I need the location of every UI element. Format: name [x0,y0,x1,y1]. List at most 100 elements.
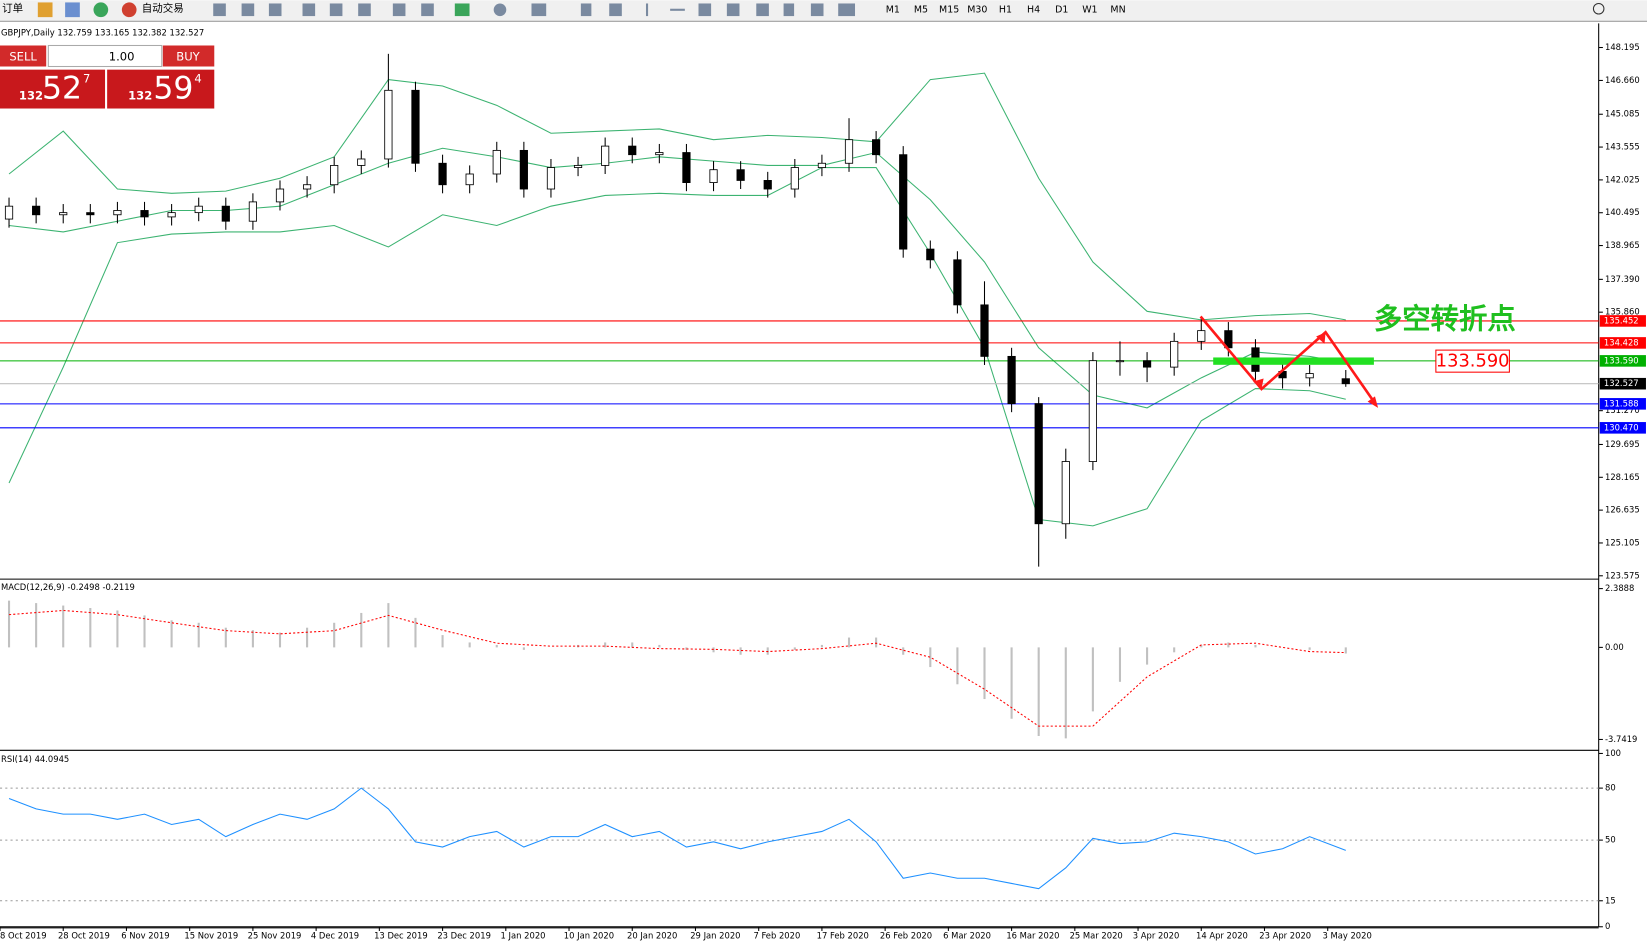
lot-value[interactable]: 1.00 [109,50,135,64]
panel-title: RSI(14) 44.0945 [1,754,69,764]
candle-body [32,205,41,216]
candle-body [1170,340,1179,368]
sell-price-box[interactable] [0,69,106,109]
current-price-box [1599,377,1646,390]
icon[interactable] [37,2,53,18]
x-tick-label: 3 May 2020 [1322,931,1371,941]
icon[interactable] [838,3,856,17]
timeframe-button[interactable]: M15 [939,4,959,15]
buy-big-figure: 132 [128,88,152,102]
icon[interactable] [726,3,740,17]
icon[interactable] [783,3,795,17]
timeframe-button[interactable]: D1 [1055,4,1068,15]
timeframe-button[interactable]: M30 [967,4,987,15]
icon[interactable] [65,2,80,18]
bollinger-lower [8,167,1346,527]
buy-pips: 59 [153,71,193,107]
buy-price-box[interactable] [107,69,215,109]
y-tick-label: 143.555 [1605,142,1640,152]
search-icon[interactable] [1592,2,1605,15]
buy-fraction: 4 [194,72,201,86]
level-price-label: 131.588 [1604,398,1639,408]
candle-body [628,145,637,156]
candle-body [1061,461,1070,525]
icon[interactable] [645,3,649,17]
candle-body [1197,330,1206,342]
menu-orders[interactable]: 订单 [2,3,23,15]
icon[interactable] [121,2,137,18]
level-price-box [1599,398,1646,410]
y-tick-label: 126.635 [1605,505,1640,515]
x-tick-label: 6 Mar 2020 [943,931,991,941]
timeframe-button[interactable]: M5 [914,4,928,15]
x-tick-label: 23 Dec 2019 [437,931,491,941]
icon[interactable] [392,3,406,17]
timeframe-button[interactable]: H1 [999,4,1012,15]
candle-body [167,212,176,218]
icon[interactable] [531,3,547,17]
icon[interactable] [810,3,824,17]
icon[interactable] [421,3,434,17]
candle-body [953,259,962,306]
icon[interactable] [241,3,255,17]
y-tick-label: 15 [1605,895,1616,905]
x-tick-label: 25 Nov 2019 [248,931,302,941]
sell-label[interactable]: SELL [9,50,37,64]
lot-field[interactable] [47,44,163,68]
candle-body [86,212,95,216]
candle-body [763,180,772,190]
icon[interactable] [493,3,507,17]
sell-pips: 52 [42,71,82,107]
x-tick-label: 13 Dec 2019 [374,931,428,941]
icon[interactable] [93,2,109,18]
candle-body [1034,403,1043,525]
arrow-head [1367,396,1379,408]
buy-button[interactable] [162,45,215,67]
candle-body [682,152,691,184]
candle-body [573,164,583,168]
timeframe-button[interactable]: H4 [1027,4,1040,15]
panel-title: GBPJPY,Daily 132.759 133.165 132.382 132… [1,27,204,37]
icon[interactable] [670,8,685,11]
level-price-label: 130.470 [1604,422,1639,432]
icon[interactable] [580,3,592,17]
timeframe-button[interactable]: MN [1110,4,1125,15]
sell-big-figure: 132 [19,88,43,102]
timeframe-button[interactable]: W1 [1082,4,1097,15]
x-tick-label: 17 Feb 2020 [817,931,869,941]
buy-label[interactable]: BUY [176,50,200,64]
rsi-line [8,787,1346,890]
level-price-box [1599,355,1646,367]
icon[interactable] [358,3,371,17]
annotation: 多空转折点 [1374,303,1516,336]
sell-button[interactable] [0,45,47,67]
panel: MACD(12,26,9) -0.2498 -0.2119 2.3888 0.00 -… [0,582,1637,751]
candle-body [1088,360,1097,462]
icon[interactable] [756,3,769,17]
current-price-label: 132.527 [1604,378,1639,388]
icon[interactable] [302,3,316,17]
annotation: 133.590 [1436,351,1510,372]
x-tick-label: 25 Mar 2020 [1070,931,1123,941]
candle-body [872,139,881,156]
y-tick-label: 50 [1605,835,1616,845]
level-price-box [1599,422,1646,434]
candle-body [59,212,68,216]
icon[interactable] [698,3,712,17]
icon[interactable] [268,3,282,17]
x-tick-label: 3 Apr 2020 [1133,931,1180,941]
y-tick-label: -3.7419 [1605,734,1637,744]
candle-body [546,167,556,190]
x-tick-label: 1 Jan 2020 [501,931,546,941]
icon[interactable] [609,3,622,17]
y-tick-label: 138.965 [1605,240,1640,250]
icon[interactable] [213,3,226,17]
auto-trading[interactable]: 自动交易 [142,2,184,15]
candle-body [248,201,257,222]
y-tick-label: 131.270 [1605,405,1640,415]
timeframe-button[interactable]: M1 [886,4,900,15]
icon[interactable] [454,3,470,17]
candle-body [221,205,230,222]
x-tick-label: 14 Apr 2020 [1196,931,1248,941]
icon[interactable] [329,3,343,17]
